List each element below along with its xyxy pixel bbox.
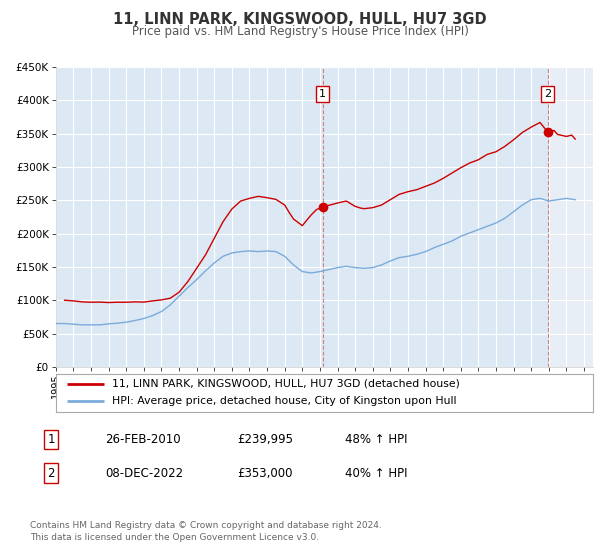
- Text: 1: 1: [319, 89, 326, 99]
- Text: 2: 2: [544, 89, 551, 99]
- Text: Price paid vs. HM Land Registry's House Price Index (HPI): Price paid vs. HM Land Registry's House …: [131, 25, 469, 38]
- Text: 11, LINN PARK, KINGSWOOD, HULL, HU7 3GD: 11, LINN PARK, KINGSWOOD, HULL, HU7 3GD: [113, 12, 487, 27]
- Text: 26-FEB-2010: 26-FEB-2010: [105, 433, 181, 446]
- Text: This data is licensed under the Open Government Licence v3.0.: This data is licensed under the Open Gov…: [30, 533, 319, 542]
- Text: 11, LINN PARK, KINGSWOOD, HULL, HU7 3GD (detached house): 11, LINN PARK, KINGSWOOD, HULL, HU7 3GD …: [112, 379, 460, 389]
- Text: £353,000: £353,000: [237, 466, 293, 480]
- Text: HPI: Average price, detached house, City of Kingston upon Hull: HPI: Average price, detached house, City…: [112, 396, 457, 407]
- Text: 2: 2: [47, 466, 55, 480]
- Text: 40% ↑ HPI: 40% ↑ HPI: [345, 466, 407, 480]
- Text: 1: 1: [47, 433, 55, 446]
- Text: Contains HM Land Registry data © Crown copyright and database right 2024.: Contains HM Land Registry data © Crown c…: [30, 521, 382, 530]
- Bar: [549, 67, 593, 367]
- Text: 48% ↑ HPI: 48% ↑ HPI: [345, 433, 407, 446]
- Text: £239,995: £239,995: [237, 433, 293, 446]
- Text: 08-DEC-2022: 08-DEC-2022: [105, 466, 183, 480]
